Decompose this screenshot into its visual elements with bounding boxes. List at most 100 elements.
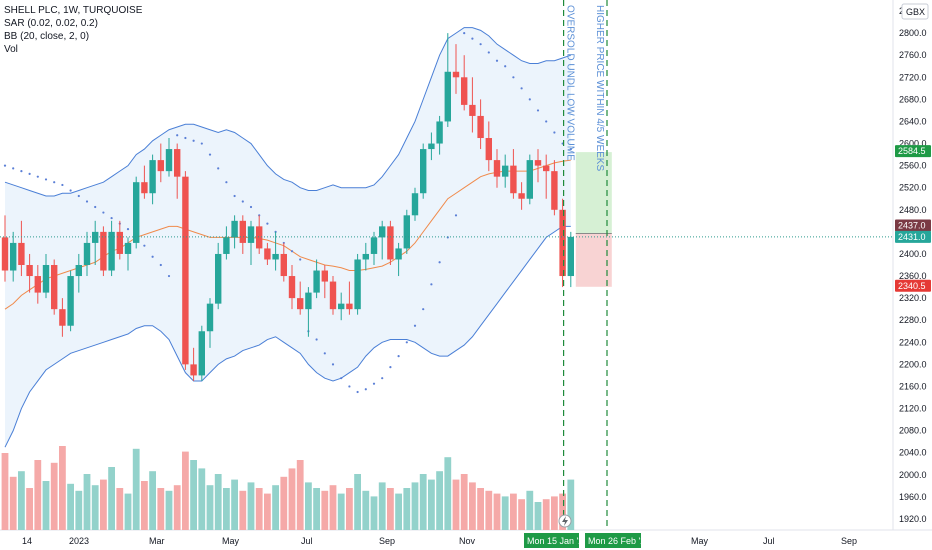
candle-body[interactable]	[182, 176, 189, 365]
sar-dot	[536, 109, 540, 112]
candle-body[interactable]	[215, 253, 222, 304]
loss-zone[interactable]	[575, 233, 612, 287]
candle-body[interactable]	[10, 242, 17, 271]
candle-body[interactable]	[379, 226, 386, 238]
candle-body[interactable]	[444, 71, 451, 122]
price-tick-label: 2480.0	[899, 205, 927, 215]
candle-body[interactable]	[108, 231, 115, 271]
candle-body[interactable]	[133, 182, 140, 243]
candle-body[interactable]	[305, 292, 312, 310]
candle-body[interactable]	[280, 253, 287, 277]
volume-bar	[9, 476, 17, 530]
candle-body[interactable]	[354, 259, 361, 310]
candle-body[interactable]	[223, 237, 230, 254]
candle-body[interactable]	[231, 220, 238, 238]
candle-body[interactable]	[452, 71, 460, 78]
sar-dot	[102, 211, 105, 214]
volume-bar	[493, 493, 501, 530]
candle-body[interactable]	[92, 231, 99, 243]
candle-body[interactable]	[551, 171, 558, 210]
candle-body[interactable]	[124, 242, 132, 254]
candle-body[interactable]	[206, 303, 214, 332]
candle-body[interactable]	[329, 281, 337, 310]
candle-body[interactable]	[67, 276, 74, 326]
candle-body[interactable]	[395, 248, 402, 260]
indicator-vol[interactable]: Vol	[4, 44, 18, 55]
candle-body[interactable]	[26, 265, 33, 277]
candle-body[interactable]	[83, 242, 91, 265]
price-badge-text: 2584.5	[898, 146, 926, 156]
sar-dot	[233, 194, 236, 198]
candle-body[interactable]	[543, 165, 550, 172]
candle-body[interactable]	[518, 193, 525, 199]
volume-bar	[255, 488, 263, 530]
bb-lower-line	[4, 225, 571, 448]
volume-bar	[280, 476, 288, 530]
volume-bar	[477, 488, 484, 530]
candle-body[interactable]	[239, 220, 246, 243]
currency-box[interactable]	[901, 3, 929, 20]
profit-zone[interactable]	[575, 152, 612, 234]
candle-body[interactable]	[42, 265, 50, 293]
candle-body[interactable]	[51, 265, 58, 310]
volume-bar	[26, 488, 33, 530]
candle-body[interactable]	[428, 143, 435, 150]
candle-body[interactable]	[477, 115, 484, 139]
price-tick-label: 2040.0	[899, 448, 927, 458]
candle-body[interactable]	[526, 160, 533, 199]
candle-body[interactable]	[272, 253, 279, 260]
candle-body[interactable]	[534, 160, 542, 166]
candle-body[interactable]	[493, 160, 501, 177]
indicator-bb[interactable]: BB (20, close, 2, 0)	[4, 31, 90, 42]
sar-dot	[217, 167, 220, 170]
candle-body[interactable]	[141, 182, 148, 194]
candle-body[interactable]	[75, 265, 82, 277]
candle-body[interactable]	[420, 149, 427, 194]
candle-body[interactable]	[338, 303, 345, 310]
candle-body[interactable]	[321, 270, 328, 282]
candle-body[interactable]	[149, 160, 156, 194]
time-badge	[585, 533, 641, 548]
price-tick-label: 2680.0	[899, 94, 927, 104]
candle-body[interactable]	[313, 270, 320, 293]
candle-body[interactable]	[157, 160, 164, 172]
candle-body[interactable]	[288, 276, 296, 299]
candle-body[interactable]	[34, 276, 41, 293]
candle-body[interactable]	[469, 104, 476, 116]
candle-body[interactable]	[485, 138, 492, 161]
candle-body[interactable]	[100, 231, 107, 271]
candle-body[interactable]	[362, 253, 369, 260]
volume-bar	[321, 490, 329, 530]
candle-body[interactable]	[370, 237, 378, 254]
sar-dot	[504, 65, 507, 68]
volume-bar	[460, 474, 468, 530]
candle-body[interactable]	[165, 149, 173, 172]
candle-body[interactable]	[411, 193, 419, 216]
candle-body[interactable]	[1, 237, 9, 271]
candle-body[interactable]	[403, 215, 410, 249]
candle-body[interactable]	[559, 209, 566, 277]
candle-body[interactable]	[198, 331, 205, 376]
volume-bar	[501, 496, 509, 530]
bb-upper-line	[4, 27, 571, 197]
candle-body[interactable]	[190, 364, 197, 376]
candle-body[interactable]	[116, 231, 123, 254]
candle-body[interactable]	[256, 226, 263, 249]
candle-body[interactable]	[461, 77, 468, 105]
price-tick-label: 2280.0	[899, 315, 927, 325]
candle-body[interactable]	[346, 303, 353, 310]
sar-dot	[282, 241, 285, 245]
candle-body[interactable]	[174, 149, 181, 177]
candle-body[interactable]	[567, 236, 574, 277]
candle-body[interactable]	[387, 226, 394, 260]
indicator-sar[interactable]: SAR (0.02, 0.02, 0.2)	[4, 18, 98, 29]
candle-body[interactable]	[247, 226, 255, 243]
candle-body[interactable]	[297, 298, 304, 310]
candle-body[interactable]	[510, 165, 517, 194]
candle-body[interactable]	[436, 121, 443, 144]
candle-body[interactable]	[59, 309, 66, 326]
candle-body[interactable]	[502, 165, 509, 177]
candle-body[interactable]	[264, 248, 271, 260]
candle-body[interactable]	[18, 242, 25, 265]
